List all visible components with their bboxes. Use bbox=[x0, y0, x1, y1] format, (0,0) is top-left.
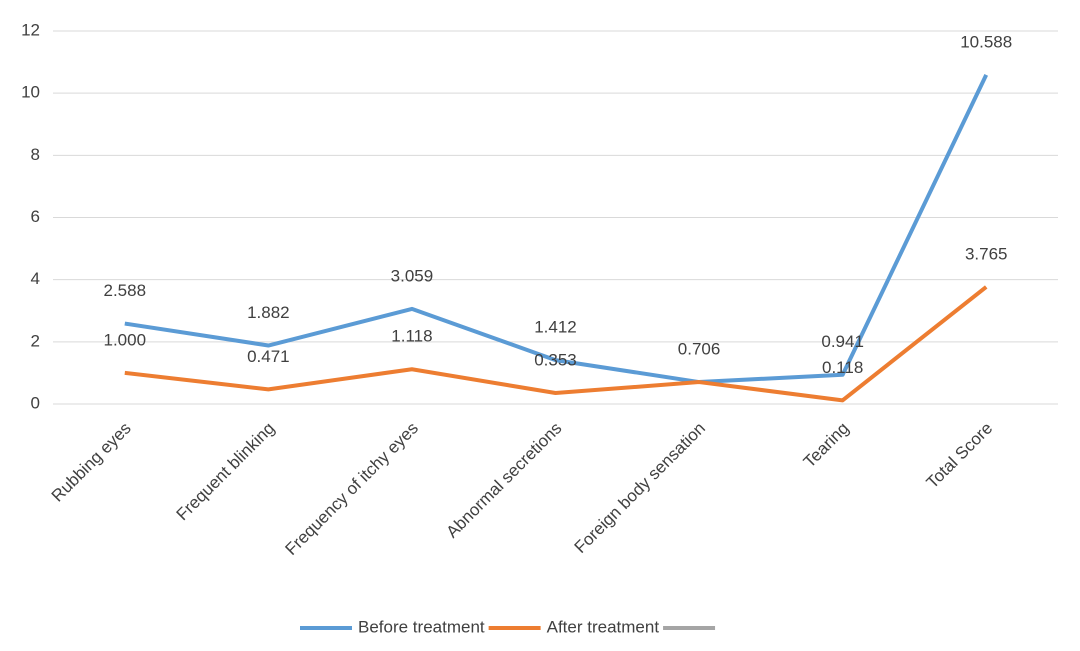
data-label: 1.882 bbox=[247, 303, 290, 322]
y-tick-label: 12 bbox=[21, 20, 40, 39]
data-label: 3.765 bbox=[965, 244, 1008, 263]
legend-label: Before treatment bbox=[358, 617, 485, 636]
x-tick-label: Abnormal secretions bbox=[442, 419, 565, 542]
y-tick-label: 8 bbox=[31, 145, 40, 164]
x-tick-label: Frequent blinking bbox=[173, 419, 279, 525]
data-label: 0.941 bbox=[821, 332, 864, 351]
data-label: 1.412 bbox=[534, 318, 577, 337]
y-tick-label: 0 bbox=[31, 393, 40, 412]
x-tick-label: Foreign body sensation bbox=[571, 419, 709, 557]
x-tick-label: Tearing bbox=[800, 419, 853, 472]
data-label: 2.588 bbox=[104, 281, 147, 300]
y-tick-label: 2 bbox=[31, 331, 40, 350]
data-label: 10.588 bbox=[960, 32, 1012, 51]
legend-label: After treatment bbox=[547, 617, 660, 636]
x-tick-label: Rubbing eyes bbox=[48, 419, 135, 506]
y-tick-label: 10 bbox=[21, 83, 40, 102]
y-tick-label: 4 bbox=[31, 269, 40, 288]
data-label: 0.706 bbox=[678, 340, 721, 359]
x-tick-label: Frequency of itchy eyes bbox=[282, 419, 422, 559]
data-label: 3.059 bbox=[391, 266, 434, 285]
x-tick-label: Total Score bbox=[923, 419, 997, 493]
series-line bbox=[124, 285, 988, 403]
data-label: 1.118 bbox=[391, 327, 432, 346]
y-tick-label: 6 bbox=[31, 207, 40, 226]
data-label: 0.118 bbox=[822, 358, 863, 377]
data-label: 1.000 bbox=[104, 330, 147, 349]
data-label: 0.353 bbox=[534, 351, 577, 370]
series-line bbox=[124, 74, 989, 385]
data-label: 0.471 bbox=[247, 347, 290, 366]
